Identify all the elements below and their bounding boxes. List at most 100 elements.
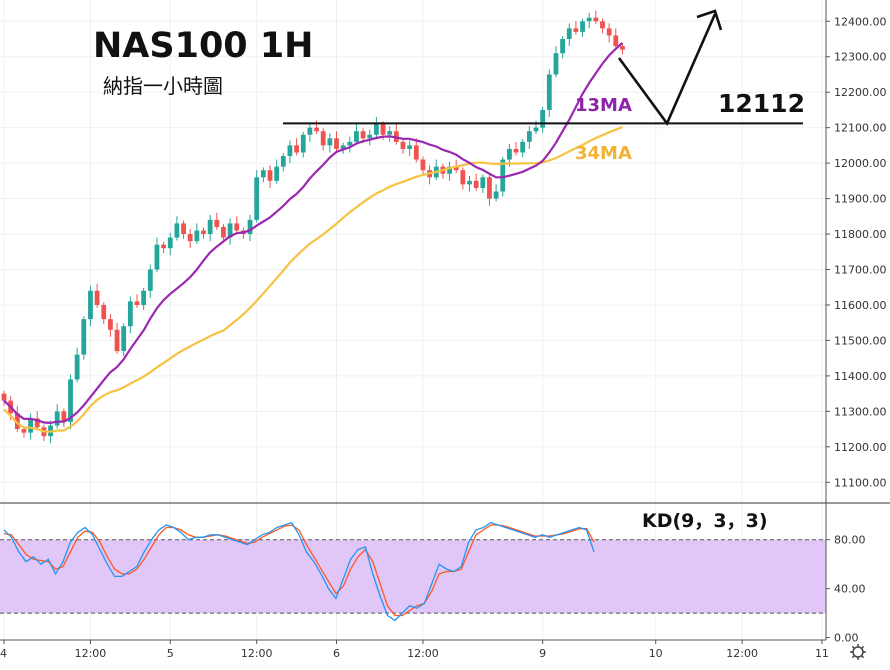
chart-title: NAS100 1H bbox=[93, 26, 313, 66]
price-tick-label: 11200.00 bbox=[834, 441, 887, 454]
kd-overbought-oversold-band bbox=[0, 539, 826, 614]
candle-body bbox=[28, 418, 33, 433]
candle-body bbox=[161, 244, 166, 249]
candle-body bbox=[187, 234, 193, 242]
candle-body bbox=[566, 28, 572, 40]
ma34-label: 34MA bbox=[575, 143, 632, 164]
candle-body bbox=[194, 230, 200, 242]
candlestick-series bbox=[1, 10, 625, 444]
candle-body bbox=[221, 226, 226, 238]
candle-body bbox=[400, 141, 406, 149]
price-axis: 11100.00 11200.00 11300.00 11400.00 11500.00… bbox=[826, 15, 887, 489]
candle-body bbox=[453, 166, 459, 171]
candle-body bbox=[334, 138, 339, 149]
candle-body bbox=[147, 269, 153, 291]
candle-body bbox=[174, 223, 180, 238]
candle-body bbox=[127, 301, 133, 327]
candle-body bbox=[61, 411, 67, 422]
candle-body bbox=[533, 127, 539, 132]
kd-d-line bbox=[3, 524, 595, 617]
price-tick-label: 11800.00 bbox=[834, 228, 887, 241]
ma34-line bbox=[3, 125, 623, 433]
candle-body bbox=[593, 17, 599, 22]
time-tick-label: 10 bbox=[649, 647, 663, 660]
candle-body bbox=[307, 127, 313, 135]
price-tick-label: 11600.00 bbox=[834, 299, 887, 312]
candle-body bbox=[227, 223, 233, 238]
candle-body bbox=[600, 21, 605, 29]
candle-body bbox=[247, 219, 253, 235]
candle-body bbox=[560, 39, 565, 54]
price-tick-label: 12000.00 bbox=[834, 157, 887, 170]
candle-body bbox=[580, 21, 585, 32]
candle-body bbox=[74, 354, 80, 380]
price-tick-label: 12300.00 bbox=[834, 51, 887, 64]
candle-body bbox=[280, 156, 286, 167]
candle-body bbox=[374, 124, 379, 135]
candle-body bbox=[520, 141, 526, 153]
candle-body bbox=[526, 131, 532, 142]
candle-body bbox=[214, 219, 220, 227]
candle-body bbox=[134, 301, 140, 305]
time-tick-label: 5 bbox=[167, 647, 174, 660]
candle-body bbox=[586, 17, 592, 22]
candle-body bbox=[294, 145, 299, 153]
candle-body bbox=[347, 141, 353, 146]
price-tick-label: 11300.00 bbox=[834, 405, 887, 418]
candle-body bbox=[493, 191, 499, 199]
ma13-label: 13MA bbox=[575, 95, 632, 116]
time-tick-label: 12:00 bbox=[241, 647, 273, 660]
candle-body bbox=[274, 166, 280, 181]
candle-body bbox=[546, 74, 552, 110]
time-tick-label: 12:00 bbox=[407, 647, 439, 660]
candle-body bbox=[540, 109, 546, 128]
resistance-label: 12112 bbox=[718, 89, 805, 118]
price-tick-label: 12200.00 bbox=[834, 86, 887, 99]
candle-body bbox=[413, 145, 419, 160]
candle-body bbox=[314, 127, 319, 132]
kd-tick-label: 40.00 bbox=[834, 583, 866, 596]
candle-body bbox=[34, 418, 40, 428]
arrowhead-icon bbox=[696, 9, 723, 31]
candle-body bbox=[14, 413, 20, 430]
price-tick-label: 12100.00 bbox=[834, 122, 887, 135]
candle-body bbox=[21, 429, 27, 433]
projected-path-arrow bbox=[617, 13, 717, 126]
price-tick-label: 11900.00 bbox=[834, 193, 887, 206]
candle-body bbox=[121, 326, 127, 352]
candle-body bbox=[287, 145, 293, 157]
candle-body bbox=[500, 159, 506, 192]
candle-body bbox=[201, 230, 206, 235]
candle-body bbox=[154, 244, 160, 270]
price-tick-label: 11100.00 bbox=[834, 476, 887, 489]
candle-body bbox=[101, 304, 107, 320]
candle-body bbox=[254, 177, 260, 220]
price-tick-label: 12400.00 bbox=[834, 15, 887, 28]
time-tick-label: 11 bbox=[815, 647, 829, 660]
candle-body bbox=[207, 219, 213, 235]
candle-body bbox=[68, 379, 73, 422]
candle-body bbox=[267, 170, 273, 181]
candle-body bbox=[1, 393, 7, 401]
gear-icon[interactable] bbox=[850, 644, 866, 660]
candle-body bbox=[141, 290, 147, 305]
candle-body bbox=[460, 170, 466, 185]
candle-body bbox=[387, 131, 393, 135]
candle-body bbox=[606, 28, 612, 36]
candle-body bbox=[473, 180, 479, 188]
kd-tick-label: 0.00 bbox=[834, 632, 859, 645]
kd-tick-label: 80.00 bbox=[834, 534, 866, 547]
candle-body bbox=[260, 170, 266, 178]
candle-body bbox=[88, 290, 93, 320]
candle-body bbox=[380, 124, 386, 135]
candle-body bbox=[320, 131, 326, 146]
candle-body bbox=[620, 46, 625, 50]
candle-body bbox=[513, 148, 519, 153]
candle-body bbox=[354, 131, 359, 142]
price-tick-label: 11700.00 bbox=[834, 264, 887, 277]
time-tick-label: 9 bbox=[539, 647, 546, 660]
candle-body bbox=[360, 131, 366, 139]
ma13-line bbox=[3, 41, 624, 425]
